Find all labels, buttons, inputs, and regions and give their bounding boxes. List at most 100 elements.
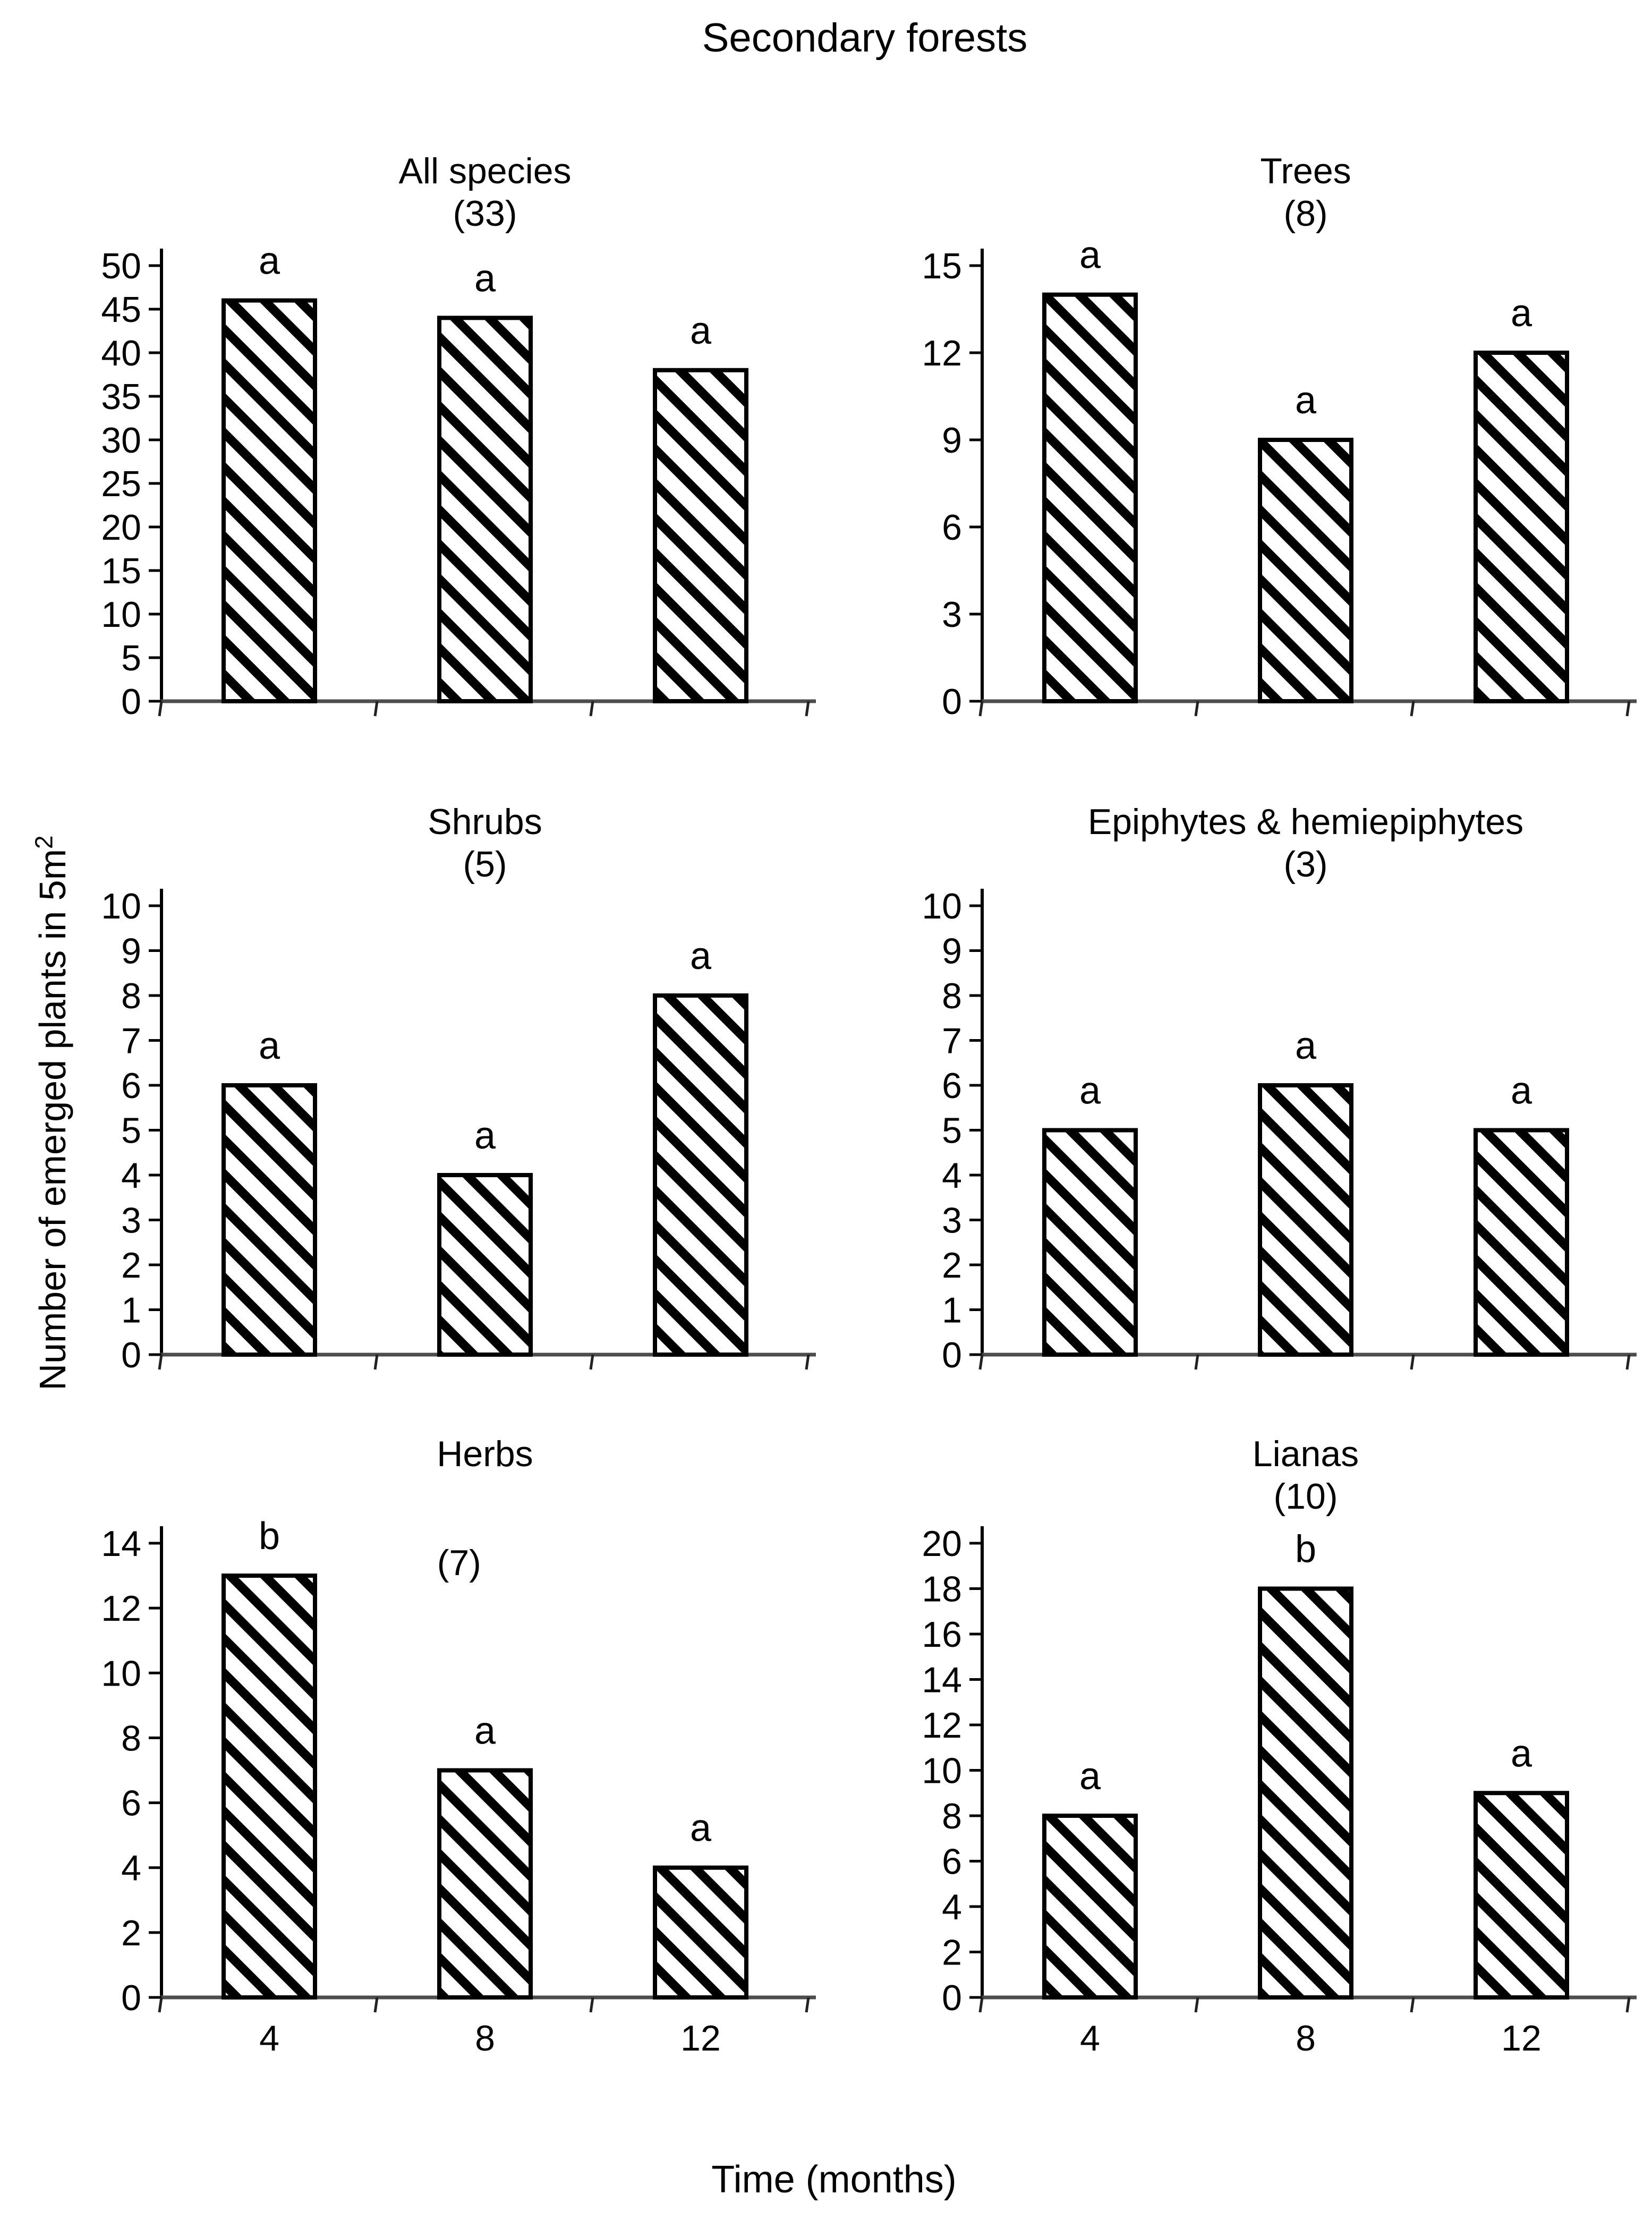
- significance-letter: a: [690, 935, 712, 977]
- bar-month-12: [1474, 1791, 1569, 2000]
- x-tick: [373, 1354, 379, 1370]
- y-tick-label: 2: [121, 1245, 141, 1286]
- x-tick: [1410, 1997, 1415, 2013]
- y-tick-label: 2: [942, 1245, 962, 1286]
- y-tick-label: 4: [942, 1887, 962, 1927]
- subplot-count: (3): [1283, 844, 1327, 884]
- y-tick-label: 6: [121, 1783, 141, 1824]
- significance-letter: a: [474, 257, 496, 300]
- significance-letter: a: [474, 1115, 496, 1157]
- bar-month-4: [1042, 1128, 1138, 1357]
- y-tick-label: 4: [121, 1848, 141, 1889]
- y-tick-label: 16: [922, 1614, 962, 1655]
- y-tick-label: 8: [942, 1796, 962, 1836]
- y-tick-label: 9: [121, 931, 141, 972]
- y-tick-label: 0: [942, 682, 962, 722]
- y-tick-label: 3: [942, 594, 962, 635]
- y-tick-label: 8: [121, 1718, 141, 1758]
- y-tick-label: 3: [121, 1201, 141, 1241]
- significance-letter: a: [259, 240, 280, 283]
- y-tick-label: 9: [942, 420, 962, 461]
- y-tick-label: 15: [922, 246, 962, 286]
- x-tick: [589, 1354, 594, 1370]
- y-tick-label: 12: [922, 1705, 962, 1746]
- y-tick-label: 8: [942, 976, 962, 1016]
- y-tick-label: 10: [922, 886, 962, 926]
- significance-letter: a: [1511, 1732, 1532, 1775]
- bar-month-12: [1474, 1128, 1569, 1357]
- y-tick-label: 0: [121, 682, 141, 722]
- significance-letter: a: [1079, 1070, 1101, 1112]
- y-tick-label: 30: [101, 420, 141, 461]
- x-tick: [1625, 1354, 1631, 1370]
- y-tick-label: 15: [101, 551, 141, 591]
- bar-month-4: [222, 298, 317, 704]
- y-tick-label: 14: [922, 1660, 962, 1700]
- subplot-title: Herbs: [437, 1434, 533, 1474]
- x-tick: [805, 701, 810, 717]
- y-axis-label-superscript: 2: [30, 835, 58, 849]
- y-tick-label: 0: [942, 1978, 962, 2018]
- y-tick-label: 6: [121, 1066, 141, 1106]
- x-tick: [158, 1354, 163, 1370]
- x-tick: [373, 1997, 379, 2013]
- significance-letter: a: [474, 1710, 496, 1753]
- y-tick-label: 10: [101, 594, 141, 635]
- y-tick-label: 4: [121, 1155, 141, 1196]
- y-tick-label: 5: [121, 1111, 141, 1151]
- significance-letter: b: [1295, 1528, 1316, 1571]
- bar-month-4: [222, 1573, 317, 2000]
- y-tick-label: 5: [121, 638, 141, 678]
- y-tick-label: 0: [942, 1335, 962, 1375]
- y-tick-label: 0: [121, 1978, 141, 2018]
- x-tick: [1194, 701, 1199, 717]
- chart-epiphytes-hemiepiphytes: Epiphytes & hemiepiphytes(3)012345678910…: [922, 802, 1637, 1375]
- subplot-count: (7): [437, 1543, 481, 1583]
- y-tick-label: 7: [121, 1021, 141, 1061]
- x-tick: [1625, 1997, 1631, 2013]
- chart-herbs: Herbs (7) 0 2 4 6 8 10 12 14 b 4 a 8 a 12: [101, 1434, 816, 2059]
- subplot-title: Shrubs: [428, 802, 542, 842]
- significance-letter: b: [259, 1515, 280, 1558]
- y-tick-label: 14: [101, 1524, 141, 1564]
- significance-letter: a: [1079, 1755, 1101, 1798]
- bar-month-8: [1258, 438, 1353, 703]
- subplot-title: All species: [398, 151, 571, 191]
- y-tick-label: 2: [121, 1913, 141, 1953]
- y-tick-label: 50: [101, 246, 141, 286]
- x-tick: [1194, 1997, 1199, 2013]
- x-tick: [1410, 1354, 1415, 1370]
- x-tick-label: 8: [475, 2018, 495, 2059]
- bar-month-12: [653, 368, 748, 703]
- y-tick-label: 10: [922, 1751, 962, 1791]
- x-axis-label: Time (months): [711, 2158, 957, 2201]
- bar-month-8: [1258, 1586, 1353, 2000]
- y-tick-label: 35: [101, 377, 141, 417]
- x-tick: [158, 701, 163, 717]
- y-tick-label: 18: [922, 1569, 962, 1610]
- y-tick-label: 5: [942, 1111, 962, 1151]
- y-tick-label: 10: [101, 886, 141, 926]
- x-tick-label: 8: [1296, 2018, 1316, 2059]
- x-tick: [158, 1997, 163, 2013]
- subplot-count: (8): [1283, 193, 1327, 234]
- x-tick-label: 4: [259, 2018, 279, 2059]
- y-tick-label: 3: [942, 1201, 962, 1241]
- x-tick: [805, 1997, 810, 2013]
- y-tick-label: 8: [121, 976, 141, 1016]
- bar-month-12: [1474, 351, 1569, 703]
- significance-letter: a: [690, 310, 712, 352]
- y-tick-label: 6: [942, 507, 962, 548]
- y-tick-label: 10: [101, 1653, 141, 1694]
- subplot-count: (5): [463, 844, 507, 884]
- x-tick: [1410, 701, 1415, 717]
- x-tick: [978, 1354, 984, 1370]
- bar-month-8: [437, 1768, 533, 2000]
- x-tick: [589, 701, 594, 717]
- bar-month-8: [1258, 1083, 1353, 1357]
- significance-letter: a: [1295, 1025, 1317, 1067]
- subplot-title: Epiphytes & hemiepiphytes: [1088, 802, 1523, 842]
